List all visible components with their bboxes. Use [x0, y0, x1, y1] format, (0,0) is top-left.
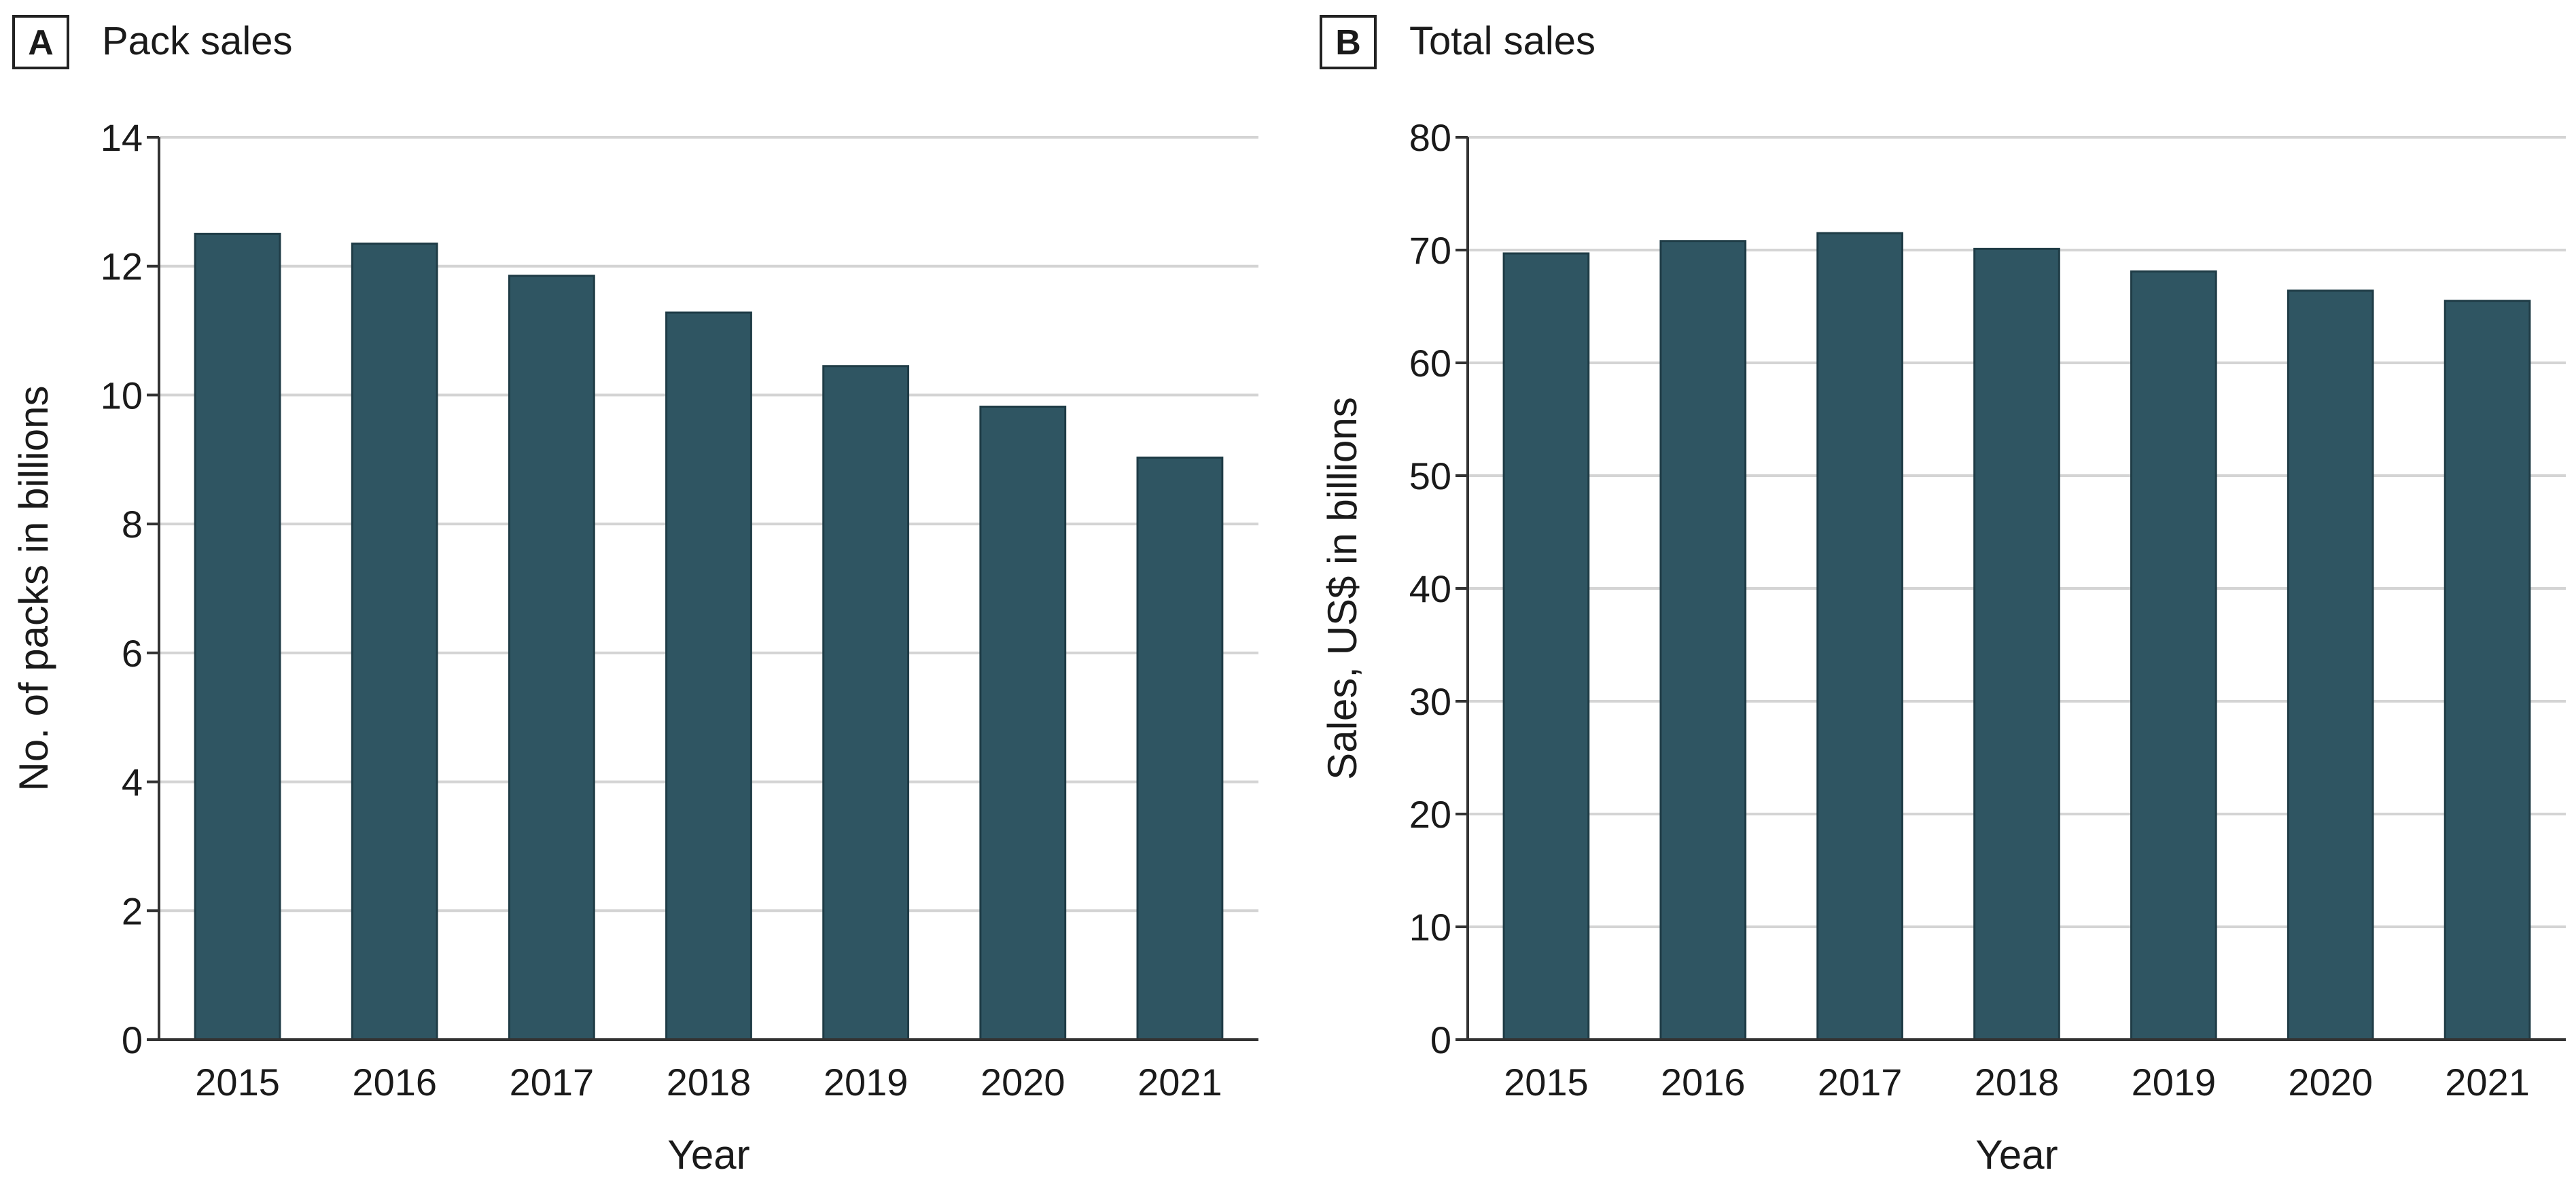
x-tick-label: 2021 — [2445, 1061, 2530, 1103]
y-tick-label: 30 — [1409, 680, 1451, 723]
panel-a-letter: A — [28, 23, 54, 63]
x-tick-label: 2016 — [1661, 1061, 1746, 1103]
x-tick-label: 2021 — [1137, 1061, 1222, 1103]
y-tick-label: 40 — [1409, 567, 1451, 610]
y-tick-label: 60 — [1409, 342, 1451, 385]
bar-2021 — [1136, 456, 1224, 1041]
bar-2018 — [665, 311, 752, 1041]
bar-2016 — [1659, 240, 1747, 1041]
y-tick-label: 14 — [101, 116, 143, 159]
bar-2018 — [1973, 247, 2060, 1041]
x-axis-title: Year — [667, 1132, 749, 1178]
bar-2020 — [2287, 289, 2374, 1041]
bar-2017 — [508, 275, 595, 1041]
y-tick-label: 2 — [122, 889, 143, 932]
x-tick-label: 2015 — [195, 1061, 280, 1103]
y-tick-label: 70 — [1409, 229, 1451, 272]
x-tick-label: 2016 — [352, 1061, 437, 1103]
bar-2015 — [1502, 252, 1590, 1041]
panel-a: A Pack sales 0 2 4 6 8 10 12 14 2015 2016 2017 2018… — [11, 15, 1258, 1178]
y-tick-label: 10 — [101, 374, 143, 417]
x-tick-label: 2018 — [667, 1061, 752, 1103]
y-tick-label: 12 — [101, 245, 143, 288]
y-axis-title: Sales, US$ in billions — [1320, 397, 1365, 780]
x-tick-label: 2017 — [510, 1061, 595, 1103]
x-tick-label: 2020 — [2288, 1061, 2373, 1103]
chart-a: 0 2 4 6 8 10 12 14 2015 2016 2017 2018 2019 2020 2021 Y… — [11, 116, 1258, 1178]
bar-2015 — [194, 232, 281, 1041]
x-tick-label: 2020 — [981, 1061, 1065, 1103]
bar-2021 — [2443, 300, 2531, 1041]
bar-2019 — [2130, 270, 2217, 1041]
y-tick-label: 4 — [122, 761, 143, 804]
y-axis-title: No. of packs in billions — [11, 386, 56, 792]
chart-b: 0 10 20 30 40 50 60 70 80 2015 2016 2017 2018 2019 202… — [1320, 116, 2566, 1178]
y-tick-label: 80 — [1409, 116, 1451, 159]
panel-b: B Total sales 0 10 20 30 40 50 60 70 80 2015 2016 2… — [1320, 15, 2566, 1178]
bar-2017 — [1816, 232, 1903, 1041]
y-tick-label: 10 — [1409, 906, 1451, 949]
bar-2020 — [979, 406, 1067, 1041]
bar-2019 — [822, 365, 910, 1041]
panel-b-title: Total sales — [1409, 19, 1595, 63]
bar-2016 — [351, 243, 438, 1041]
y-tick-label: 0 — [1430, 1019, 1451, 1061]
x-tick-label: 2015 — [1504, 1061, 1589, 1103]
y-tick-label: 20 — [1409, 793, 1451, 836]
y-tick-label: 8 — [122, 503, 143, 546]
x-tick-label: 2018 — [1975, 1061, 2060, 1103]
y-tick-label: 0 — [122, 1019, 143, 1061]
x-tick-label: 2017 — [1818, 1061, 1903, 1103]
y-tick-label: 6 — [122, 632, 143, 675]
panel-a-letter-box — [12, 15, 69, 69]
panel-b-letter: B — [1335, 23, 1361, 63]
x-tick-label: 2019 — [2132, 1061, 2217, 1103]
y-tick-label: 50 — [1409, 455, 1451, 497]
panel-a-title: Pack sales — [102, 19, 292, 63]
x-axis-title: Year — [1975, 1132, 2058, 1178]
panel-b-letter-box — [1320, 15, 1377, 69]
x-tick-label: 2019 — [824, 1061, 908, 1103]
